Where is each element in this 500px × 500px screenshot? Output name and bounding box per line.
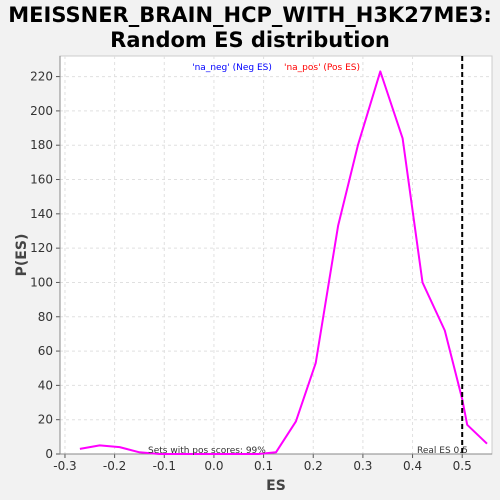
x-tick-label: 0.0 bbox=[204, 459, 223, 473]
y-tick-label: 20 bbox=[38, 413, 53, 427]
sets-with-pos-label: Sets with pos scores: 99% bbox=[148, 446, 266, 456]
x-tick-label: -0.2 bbox=[103, 459, 126, 473]
y-axis-label: P(ES) bbox=[14, 234, 30, 277]
y-tick-label: 80 bbox=[38, 310, 53, 324]
x-axis-label: ES bbox=[266, 478, 286, 494]
legend-pos-label: 'na_pos' (Pos ES) bbox=[284, 63, 360, 73]
y-tick-label: 160 bbox=[30, 173, 53, 187]
y-tick-label: 100 bbox=[30, 275, 53, 289]
y-tick-label: 60 bbox=[38, 344, 53, 358]
y-tick-label: 220 bbox=[30, 70, 53, 84]
y-tick-label: 140 bbox=[30, 207, 53, 221]
x-tick-label: 0.4 bbox=[403, 459, 422, 473]
x-tick-label: 0.1 bbox=[254, 459, 273, 473]
y-tick-label: 200 bbox=[30, 104, 53, 118]
x-tick-label: 0.3 bbox=[353, 459, 372, 473]
real-es-label: Real ES 0.5 bbox=[417, 446, 468, 456]
y-tick-label: 120 bbox=[30, 241, 53, 255]
x-tick-label: -0.1 bbox=[153, 459, 176, 473]
x-tick-label: -0.3 bbox=[53, 459, 76, 473]
y-tick-label: 40 bbox=[38, 378, 53, 392]
x-tick-label: 0.2 bbox=[304, 459, 323, 473]
y-tick-label: 0 bbox=[45, 447, 53, 461]
plot-area bbox=[60, 56, 492, 454]
x-tick-label: 0.5 bbox=[453, 459, 472, 473]
legend-neg-label: 'na_neg' (Neg ES) bbox=[192, 63, 272, 73]
y-tick-label: 180 bbox=[30, 138, 53, 152]
